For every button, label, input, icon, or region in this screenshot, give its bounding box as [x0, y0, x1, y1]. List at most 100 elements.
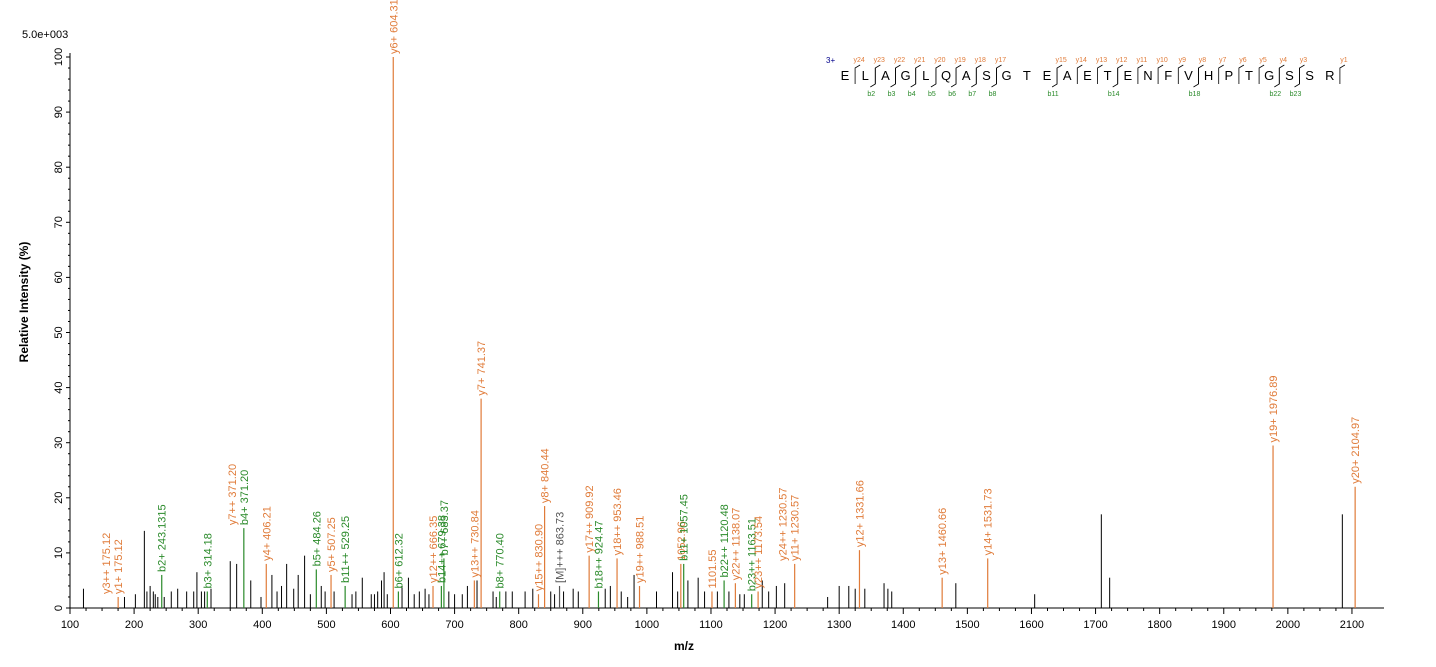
b-ion-bracket — [870, 68, 876, 88]
peak-label-y: y12+ 1331.66 — [854, 480, 866, 547]
peak-label-b: b8+ 770.40 — [495, 533, 507, 588]
y-tick-label: 80 — [53, 161, 65, 173]
sequence-residue: E — [841, 68, 850, 83]
x-tick-label: 800 — [510, 619, 528, 631]
x-tick-label: 1800 — [1147, 619, 1171, 631]
sequence-residue: H — [1204, 68, 1213, 83]
peak-label-y: y22++ 1138.07 — [730, 508, 742, 581]
sequence-residue: G — [1264, 68, 1274, 83]
peak-label-b: b5+ 484.26 — [311, 511, 323, 566]
y-ion-bracket — [1198, 64, 1204, 84]
peak-label-y: y14+ 1531.73 — [983, 488, 995, 555]
y-ion-bracket — [975, 64, 982, 84]
x-tick-label: 700 — [445, 619, 463, 631]
peak-label-y: y18++ 953.46 — [612, 488, 624, 555]
x-tick-label: 1700 — [1083, 619, 1107, 631]
b-ion-label: b5 — [928, 91, 936, 98]
sequence-residue: A — [881, 68, 890, 83]
peak-label-y: y7++ 371.20 — [227, 464, 239, 525]
b-ion-label: b23 — [1290, 91, 1302, 98]
y-ion-label: y21 — [914, 57, 925, 64]
peak-label-b: b4+ 371.20 — [239, 470, 251, 525]
sequence-residue: V — [1184, 68, 1193, 83]
peak-label-b: b6+ 612.32 — [393, 533, 405, 588]
peak-label-b: b18++ 924.47 — [593, 521, 605, 589]
y-tick-label: 30 — [53, 437, 65, 449]
peak-label-y: y1+ 175.12 — [113, 539, 125, 594]
x-tick-label: 200 — [125, 619, 143, 631]
b-ion-bracket — [1112, 68, 1119, 88]
charge-state: 3+ — [826, 56, 835, 65]
y-ion-label: y12 — [1116, 57, 1127, 64]
b-ion-bracket — [1193, 68, 1199, 88]
peak-label-y: y7+ 741.37 — [476, 341, 488, 396]
peak-label-b: b3+ 314.18 — [202, 533, 214, 588]
sequence-residue: T — [1245, 68, 1253, 83]
peak-label-y: 1101.55 — [707, 550, 719, 589]
y-ion-label: y7 — [1219, 57, 1227, 64]
peak-label-y: y17++ 909.92 — [584, 485, 596, 552]
peak-label-y: y19++ 988.51 — [635, 516, 647, 583]
b-ion-bracket — [950, 68, 957, 88]
b-ion-label: b4 — [908, 91, 916, 98]
intensity-scale-label: 5.0e+003 — [22, 29, 68, 41]
sequence-residue: F — [1164, 68, 1172, 83]
y-tick-label: 0 — [53, 605, 65, 611]
peak-label-y: y13+ 1460.66 — [937, 508, 949, 575]
peak-label-b: b2+ 243.1315 — [157, 504, 169, 572]
y-ion-bracket — [955, 64, 962, 84]
peak-label-y: y13++ 730.84 — [469, 510, 481, 577]
peak-label-b: b22++ 1120.48 — [719, 504, 731, 577]
y-ion-label: y20 — [934, 57, 945, 64]
peak-label-y: y20+ 2104.97 — [1350, 417, 1362, 484]
y-tick-label: 50 — [53, 326, 65, 338]
sequence-residue: E — [1043, 68, 1052, 83]
sequence-residue: S — [982, 68, 991, 83]
peaks — [82, 57, 1356, 608]
peak-label-y: y24++ 1230.57 — [778, 488, 790, 561]
b-ion-label: b3 — [888, 91, 896, 98]
b-ion-label: b11 — [1048, 91, 1059, 98]
y-tick-label: 10 — [53, 547, 65, 559]
sequence-residue: A — [1063, 68, 1072, 83]
y-ion-bracket — [1238, 64, 1245, 84]
y-ion-label: y18 — [975, 57, 986, 64]
y-ion-label: y22 — [894, 57, 905, 64]
y-ion-bracket — [1278, 64, 1285, 84]
x-tick-label: 1900 — [1212, 619, 1236, 631]
y-axis-title: Relative Intensity (%) — [17, 242, 31, 363]
y-ion-bracket — [1299, 64, 1305, 84]
peak-label-y: y23++ 1173.54 — [753, 516, 765, 589]
peak-label-y: y15++ 830.90 — [533, 524, 545, 591]
b-ion-bracket — [1294, 68, 1300, 88]
x-tick-label: 300 — [189, 619, 207, 631]
peak-label-y: y6+ 604.31 — [388, 0, 400, 54]
x-axis: 100 200 300 400 500 600 700 800 900 1000 1100 1200 1… — [61, 607, 1384, 631]
peak-label-b: b23++ 1163.51 — [747, 518, 759, 591]
y-axis: 0 10 20 30 40 50 60 70 80 90 100 — [53, 48, 71, 611]
y-tick-label: 100 — [53, 48, 65, 66]
b-ion-label: b8 — [989, 91, 997, 98]
y-ion-bracket — [1258, 64, 1265, 84]
y-tick-label: 60 — [53, 271, 65, 283]
y-ion-bracket — [1097, 64, 1103, 84]
b-ion-label: b22 — [1269, 91, 1281, 98]
sequence-residue: L — [862, 68, 869, 83]
sequence-residue: T — [1104, 68, 1112, 83]
y-ion-label: y9 — [1179, 57, 1187, 64]
b-ion-bracket — [1051, 68, 1058, 88]
sequence-residue: E — [1083, 68, 1092, 83]
y-ion-label: y13 — [1096, 57, 1107, 64]
y-ion-bracket — [1076, 64, 1083, 84]
x-tick-label: 1200 — [763, 619, 787, 631]
sequence-residue: G — [1002, 68, 1012, 83]
x-tick-label: 500 — [317, 619, 335, 631]
sequence-residue: N — [1143, 68, 1152, 83]
peak-label-y: y5+ 507.25 — [326, 517, 338, 572]
y-ion-bracket — [1177, 64, 1184, 84]
sequence-residue: G — [901, 68, 911, 83]
peak-label-b: b14++ 679.38 — [436, 515, 448, 583]
x-tick-label: 1500 — [955, 619, 979, 631]
y-ion-bracket — [874, 64, 881, 84]
